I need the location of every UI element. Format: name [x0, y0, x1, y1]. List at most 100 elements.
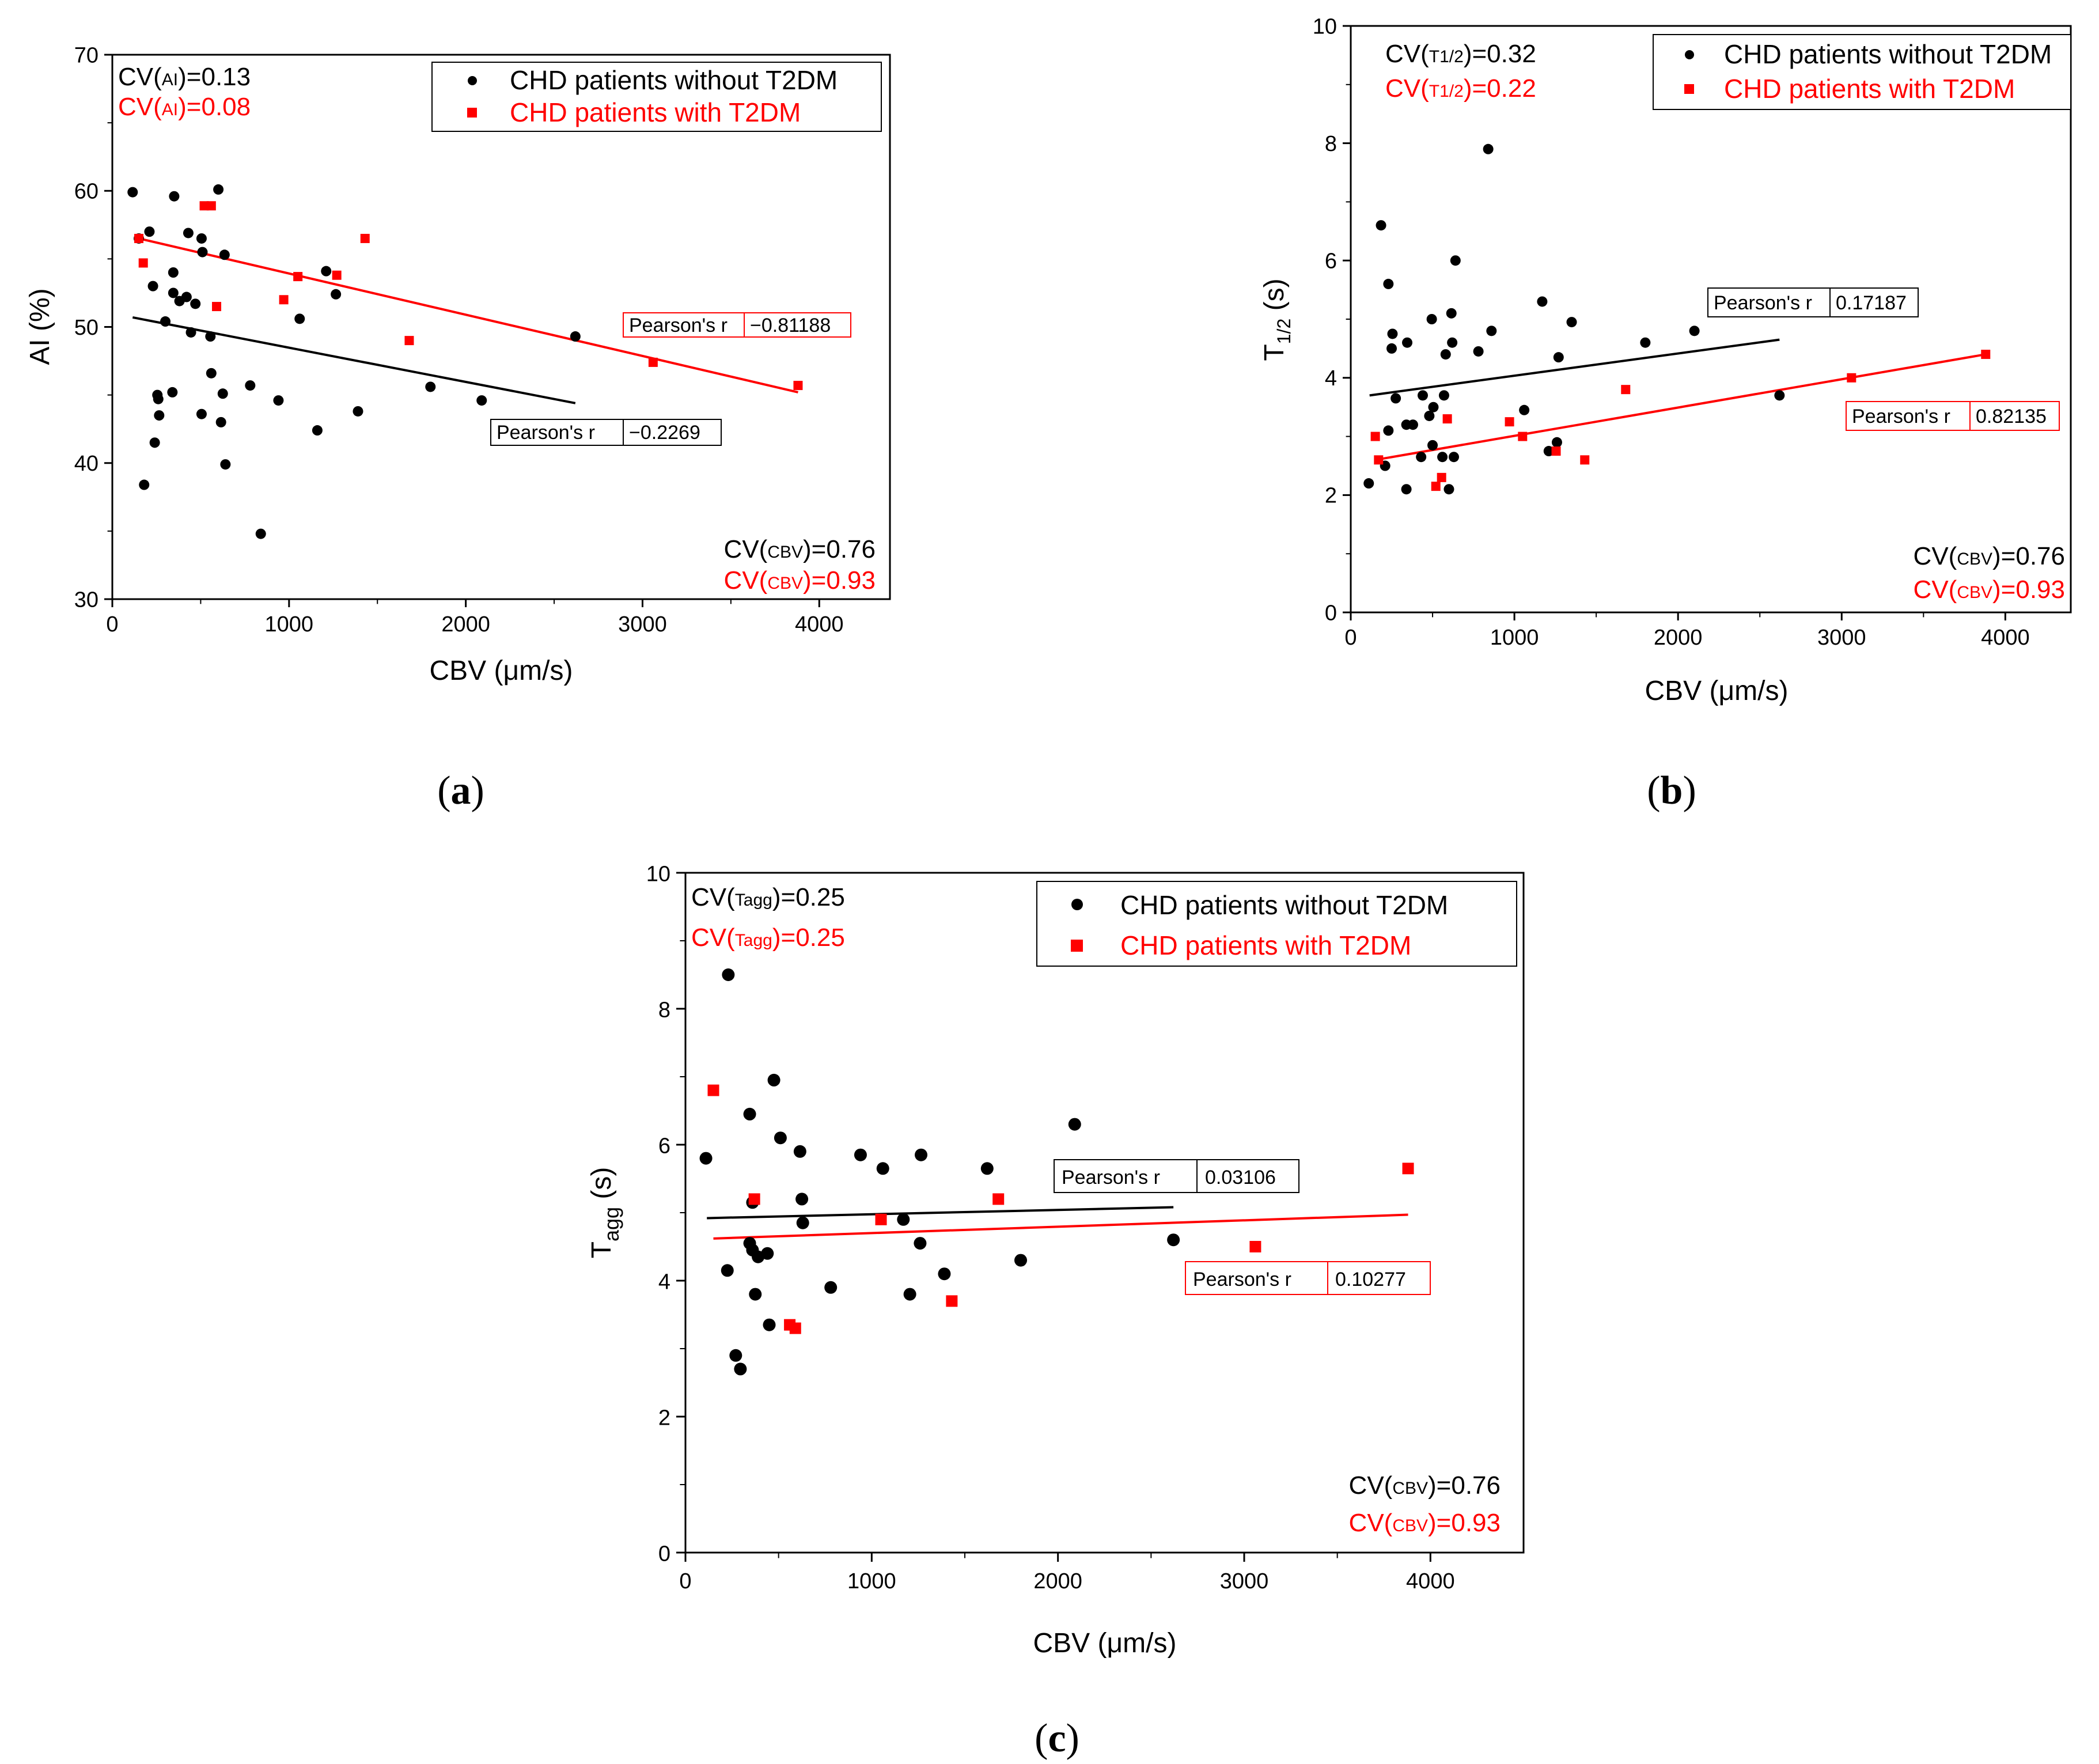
- pearson-label: Pearson's r: [1852, 406, 1950, 427]
- point-without-t2dm: [763, 1318, 776, 1331]
- point-without-t2dm: [1363, 478, 1374, 489]
- point-without-t2dm: [897, 1213, 910, 1226]
- legend-marker-black: [468, 76, 477, 85]
- point-without-t2dm: [722, 968, 735, 981]
- pearson-label: Pearson's r: [497, 422, 595, 444]
- point-without-t2dm: [767, 1073, 781, 1087]
- point-with-t2dm: [1580, 455, 1590, 465]
- point-without-t2dm: [876, 1162, 889, 1175]
- point-without-t2dm: [1401, 484, 1412, 495]
- legend-label-red: CHD patients with T2DM: [1120, 930, 1411, 960]
- point-without-t2dm: [1387, 328, 1398, 339]
- point-without-t2dm: [761, 1247, 774, 1260]
- point-without-t2dm: [153, 393, 164, 404]
- point-without-t2dm: [903, 1288, 916, 1301]
- y-tick-label: 6: [658, 1134, 670, 1159]
- points-layer: [127, 184, 803, 539]
- y-tick-label: 10: [646, 862, 670, 887]
- fit-line-red: [713, 1213, 1408, 1240]
- point-without-t2dm: [168, 267, 179, 278]
- panel-c: 0 1000 2000 3000 4000 0 2 4 6 8 10 CHD patients wi…: [586, 862, 1525, 1761]
- point-without-t2dm: [206, 368, 217, 378]
- point-without-t2dm: [914, 1237, 927, 1250]
- x-tick-label: 4000: [1981, 626, 2030, 650]
- point-without-t2dm: [245, 380, 256, 391]
- pearson-value: 0.17187: [1836, 292, 1907, 314]
- point-without-t2dm: [1543, 446, 1554, 457]
- fit-layer: [132, 237, 798, 404]
- point-without-t2dm: [824, 1281, 838, 1294]
- cv-cbv-black: CV(CBV)=0.76: [724, 535, 876, 563]
- point-with-t2dm: [648, 357, 658, 367]
- cv-cbv-red: CV(CBV)=0.93: [724, 566, 876, 595]
- y-axis-title: AI (%): [25, 288, 55, 365]
- point-without-t2dm: [294, 313, 305, 324]
- point-without-t2dm: [743, 1107, 756, 1121]
- point-with-t2dm: [1437, 472, 1446, 482]
- point-without-t2dm: [425, 381, 436, 392]
- point-without-t2dm: [167, 387, 178, 398]
- point-with-t2dm: [1981, 350, 1991, 359]
- point-with-t2dm: [134, 233, 144, 243]
- point-without-t2dm: [127, 187, 138, 198]
- point-without-t2dm: [220, 459, 231, 470]
- x-tick-label: 0: [1344, 626, 1357, 650]
- legend-label-black: CHD patients without T2DM: [1724, 39, 2052, 69]
- point-without-t2dm: [154, 410, 165, 421]
- point-without-t2dm: [1473, 346, 1484, 357]
- panel-b: 0 1000 2000 3000 4000 0 2 4 6 8 10 CHD patients wi…: [1259, 14, 2072, 813]
- point-with-t2dm: [332, 270, 342, 280]
- point-with-t2dm: [1442, 414, 1452, 424]
- cv-cbv-black: CV(CBV)=0.76: [1914, 542, 2065, 570]
- point-with-t2dm: [404, 336, 414, 346]
- legend-marker-red: [1684, 84, 1694, 94]
- point-with-t2dm: [1370, 431, 1380, 441]
- fit-layer: [707, 1206, 1408, 1240]
- pearson-box-red: Pearson's r 0.82135: [1846, 401, 2060, 431]
- pearson-box-red: Pearson's r 0.10277: [1185, 1261, 1431, 1295]
- point-without-t2dm: [1438, 390, 1449, 401]
- x-tick-label: 1000: [265, 612, 314, 637]
- pearson-box-black: Pearson's r 0.03106: [1054, 1159, 1299, 1193]
- point-without-t2dm: [190, 298, 201, 309]
- y-tick-label: 4: [658, 1270, 670, 1294]
- point-without-t2dm: [183, 228, 194, 239]
- legend-label-red: CHD patients with T2DM: [510, 97, 801, 127]
- y-tick-label: 2: [1325, 484, 1337, 508]
- point-without-t2dm: [1383, 425, 1394, 436]
- pearson-value: 0.82135: [1976, 406, 2047, 427]
- point-without-t2dm: [774, 1131, 787, 1145]
- point-without-t2dm: [1450, 255, 1461, 266]
- pearson-label: Pearson's r: [1714, 292, 1812, 314]
- point-with-t2dm: [138, 258, 148, 268]
- x-tick-label: 0: [106, 612, 118, 637]
- point-without-t2dm: [217, 388, 228, 399]
- point-without-t2dm: [1416, 452, 1427, 463]
- cv-cbv-black: CV(CBV)=0.76: [1349, 1471, 1501, 1500]
- point-with-t2dm: [1621, 385, 1631, 395]
- x-tick-label: 1000: [1490, 626, 1539, 650]
- cv-t12-black: CV(T1/2)=0.32: [1385, 40, 1536, 68]
- pearson-label: Pearson's r: [629, 315, 728, 336]
- point-without-t2dm: [1774, 390, 1785, 401]
- plot-frame: [1350, 25, 2072, 614]
- point-with-t2dm: [748, 1193, 760, 1205]
- point-with-t2dm: [1551, 446, 1561, 456]
- y-tick-label: 60: [74, 180, 98, 204]
- point-without-t2dm: [1689, 325, 1700, 336]
- fit-line-black: [707, 1206, 1174, 1220]
- point-without-t2dm: [721, 1264, 734, 1277]
- cv-ai-red: CV(AI)=0.08: [118, 93, 251, 121]
- point-without-t2dm: [149, 437, 160, 448]
- point-without-t2dm: [1386, 343, 1397, 354]
- point-with-t2dm: [875, 1213, 887, 1225]
- axis-layer: 0 1000 2000 3000 4000 0 2 4 6 8 10: [646, 862, 1455, 1593]
- legend-box: [431, 62, 882, 132]
- pearson-value: −0.81188: [750, 315, 831, 336]
- point-without-t2dm: [1068, 1118, 1081, 1131]
- point-with-t2dm: [1518, 431, 1528, 441]
- point-without-t2dm: [321, 266, 332, 277]
- point-with-t2dm: [707, 1084, 719, 1096]
- point-without-t2dm: [1483, 143, 1494, 154]
- legend-label-black: CHD patients without T2DM: [1120, 890, 1448, 920]
